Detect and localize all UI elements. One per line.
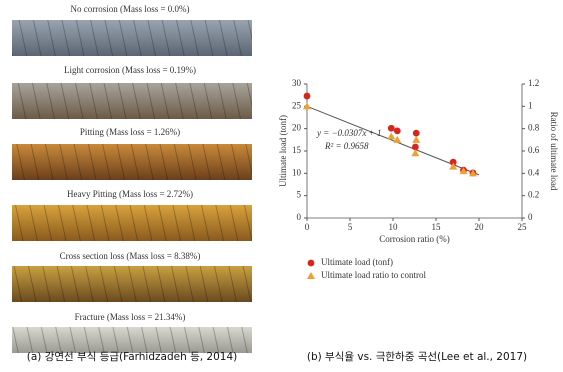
- strand-texture: [12, 20, 252, 56]
- point: [303, 102, 311, 110]
- y2-tick-label: 0: [528, 212, 533, 222]
- legend-label: Ultimate load (tonf): [321, 257, 393, 267]
- panel-a: No corrosion (Mass loss = 0.0%) Light cor…: [12, 4, 252, 363]
- point: [449, 162, 458, 170]
- annotation: R² = 0.9658: [324, 141, 369, 151]
- y2-tick-label: 0.4: [528, 167, 540, 177]
- y-axis-label: Ultimate load (tonf): [278, 115, 288, 187]
- point: [449, 158, 457, 166]
- point: [387, 124, 395, 132]
- strand-texture: [12, 205, 252, 241]
- stage-label: Cross section loss (Mass loss = 8.38%): [60, 251, 201, 261]
- stage-label: No corrosion (Mass loss = 0.0%): [70, 4, 189, 14]
- stage-label: Fracture (Mass loss = 21.34%): [75, 312, 186, 322]
- caption: (a) 강연선 부식 등급(Farhidzadeh 등, 2014): [27, 351, 237, 363]
- point: [411, 143, 419, 151]
- y-tick-label: 10: [292, 167, 302, 177]
- legend-label: Ultimate load ratio to control: [321, 270, 426, 280]
- point: [411, 149, 420, 157]
- x-tick-label: 10: [389, 222, 399, 232]
- legend-marker: [307, 272, 315, 279]
- point: [393, 127, 401, 135]
- y-tick-label: 20: [292, 123, 302, 133]
- point: [412, 129, 420, 137]
- y-tick-label: 5: [297, 190, 302, 200]
- y2-axis-label: Ratio of ultimate load: [549, 112, 559, 191]
- y2-tick-label: 1.2: [528, 78, 539, 88]
- y-tick-label: 25: [292, 100, 302, 110]
- y2-tick-label: 0.8: [528, 123, 540, 133]
- panel-b: 0 5 10 15 20 2505101520253000.20.40.60.811.2C…: [278, 78, 559, 363]
- stage-label: Light corrosion (Mass loss = 0.19%): [64, 65, 196, 75]
- x-tick-label: 25: [518, 222, 528, 232]
- strand-texture: [12, 266, 252, 302]
- y-tick-label: 30: [292, 78, 302, 88]
- y2-tick-label: 1: [528, 100, 533, 110]
- y-tick-label: 15: [292, 145, 302, 155]
- point: [412, 135, 421, 143]
- stage-label: Pitting (Mass loss = 1.26%): [80, 127, 180, 137]
- point: [393, 135, 402, 143]
- y2-tick-label: 0.6: [528, 145, 540, 155]
- strand-texture: [12, 144, 252, 180]
- x-tick-label: 0: [305, 222, 310, 232]
- strand-texture: [12, 327, 252, 353]
- annotation: y = −0.0307x + 1: [316, 128, 381, 138]
- x-axis-label: Corrosion ratio (%): [379, 234, 449, 244]
- legend-marker: [307, 259, 315, 267]
- caption: (b) 부식율 vs. 극한하중 곡선(Lee et al., 2017): [307, 350, 527, 363]
- point: [303, 92, 311, 100]
- x-tick-label: 20: [475, 222, 485, 232]
- point: [459, 167, 468, 175]
- x-tick-label: 5: [348, 222, 353, 232]
- strand-texture: [12, 83, 252, 119]
- x-tick-label: 15: [432, 222, 442, 232]
- stage-label: Heavy Pitting (Mass loss = 2.72%): [67, 189, 193, 199]
- point: [387, 132, 396, 140]
- y-tick-label: 0: [297, 212, 302, 222]
- point: [468, 169, 477, 177]
- y2-tick-label: 0.2: [528, 190, 539, 200]
